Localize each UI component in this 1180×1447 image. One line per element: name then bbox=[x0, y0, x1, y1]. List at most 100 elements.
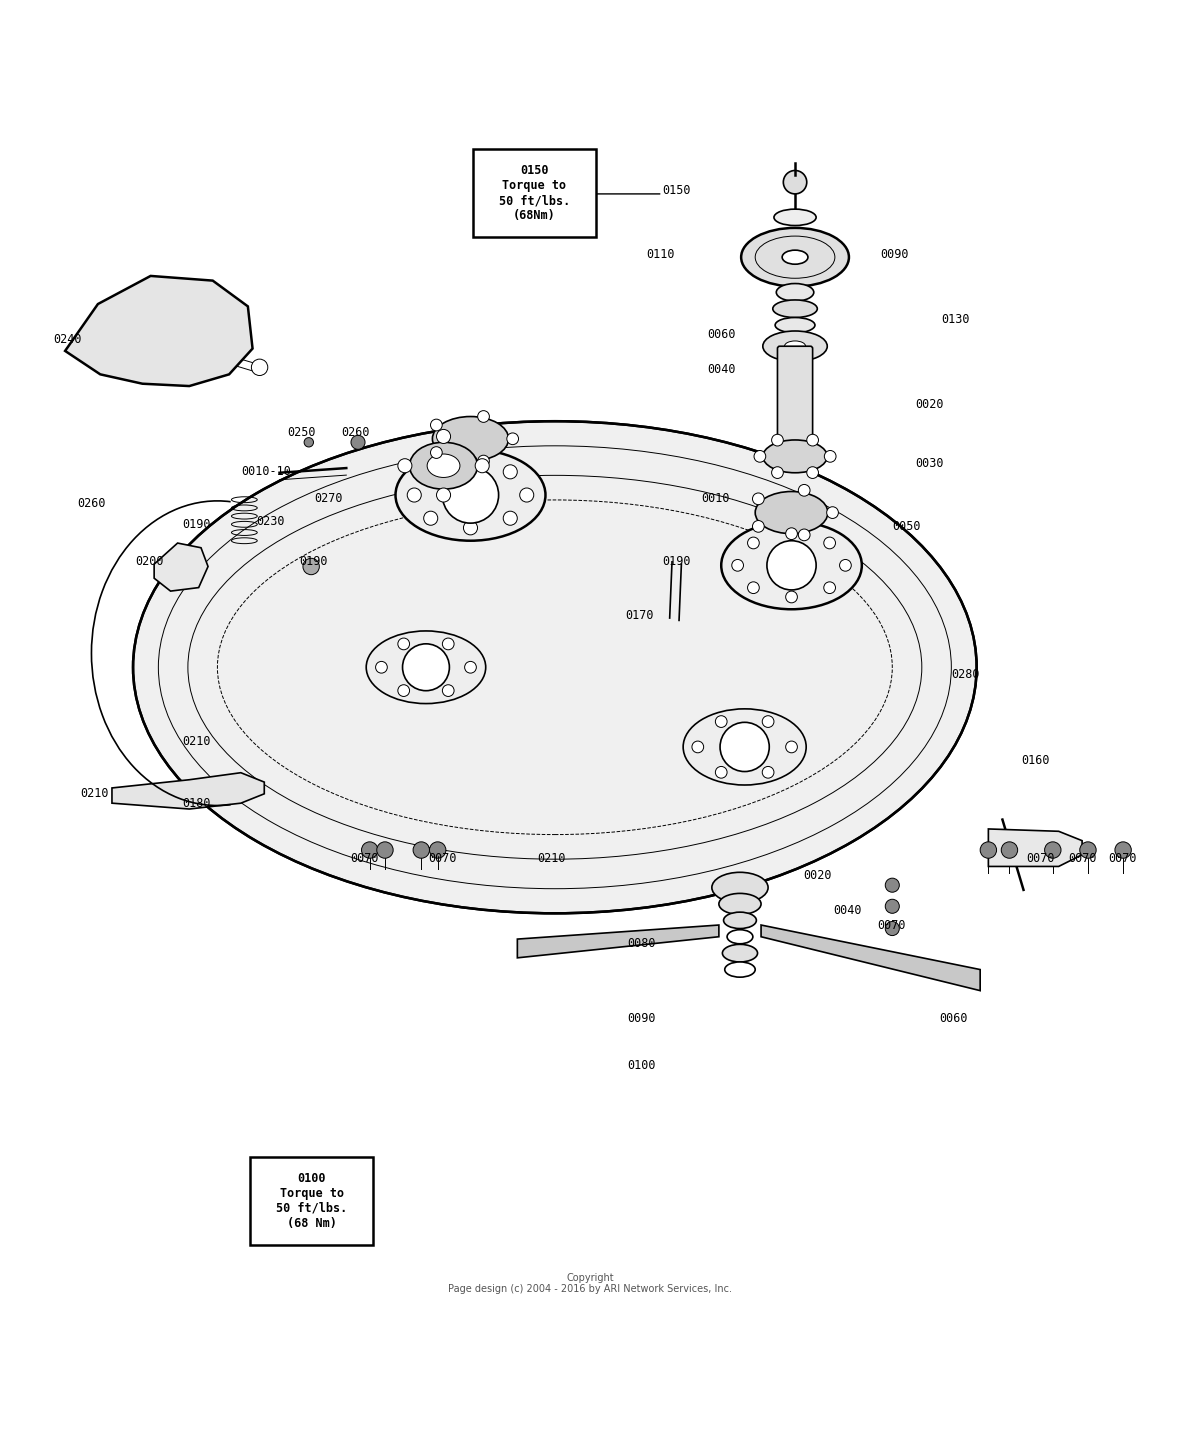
Circle shape bbox=[772, 467, 784, 479]
Circle shape bbox=[824, 582, 835, 593]
Text: 0020: 0020 bbox=[916, 398, 944, 411]
Circle shape bbox=[786, 528, 798, 540]
Circle shape bbox=[753, 493, 765, 505]
Circle shape bbox=[824, 537, 835, 548]
Text: 0270: 0270 bbox=[315, 492, 343, 505]
Text: 0180: 0180 bbox=[182, 797, 211, 810]
Ellipse shape bbox=[721, 521, 861, 609]
Text: 0260: 0260 bbox=[341, 427, 371, 440]
Circle shape bbox=[413, 842, 430, 858]
Circle shape bbox=[476, 459, 490, 473]
Text: 0010-10: 0010-10 bbox=[241, 464, 290, 478]
Text: 0090: 0090 bbox=[628, 1013, 656, 1026]
Text: 0070: 0070 bbox=[1025, 852, 1055, 865]
Text: 0190: 0190 bbox=[663, 556, 691, 569]
Circle shape bbox=[442, 467, 499, 524]
Ellipse shape bbox=[782, 250, 808, 265]
Ellipse shape bbox=[723, 912, 756, 929]
Circle shape bbox=[398, 638, 409, 650]
Circle shape bbox=[304, 437, 314, 447]
Ellipse shape bbox=[725, 962, 755, 977]
Text: 0160: 0160 bbox=[1021, 754, 1050, 767]
Text: 0190: 0190 bbox=[300, 556, 328, 569]
Text: 0060: 0060 bbox=[939, 1013, 968, 1026]
Ellipse shape bbox=[432, 417, 509, 462]
Ellipse shape bbox=[785, 341, 806, 352]
Circle shape bbox=[786, 592, 798, 603]
Circle shape bbox=[748, 537, 759, 548]
Text: 0040: 0040 bbox=[707, 363, 735, 376]
Text: 0070: 0070 bbox=[877, 919, 905, 932]
Circle shape bbox=[431, 447, 442, 459]
Circle shape bbox=[825, 450, 837, 462]
Circle shape bbox=[885, 922, 899, 936]
Text: 0100: 0100 bbox=[628, 1059, 656, 1072]
Text: 0070: 0070 bbox=[1068, 852, 1096, 865]
Text: 0010: 0010 bbox=[701, 492, 729, 505]
Circle shape bbox=[885, 878, 899, 893]
Circle shape bbox=[424, 464, 438, 479]
Text: 0150
Torque to
50 ft/lbs.
(68Nm): 0150 Torque to 50 ft/lbs. (68Nm) bbox=[499, 165, 570, 223]
Circle shape bbox=[407, 488, 421, 502]
Circle shape bbox=[786, 741, 798, 752]
Circle shape bbox=[839, 560, 851, 572]
Circle shape bbox=[767, 541, 817, 590]
FancyBboxPatch shape bbox=[250, 1158, 373, 1244]
Text: 0020: 0020 bbox=[804, 870, 832, 883]
Circle shape bbox=[398, 459, 412, 473]
Circle shape bbox=[827, 506, 839, 518]
Circle shape bbox=[715, 716, 727, 728]
Polygon shape bbox=[155, 543, 208, 592]
Ellipse shape bbox=[775, 317, 815, 333]
Text: 0210: 0210 bbox=[80, 787, 109, 800]
Circle shape bbox=[748, 582, 759, 593]
Polygon shape bbox=[65, 276, 253, 386]
Ellipse shape bbox=[722, 945, 758, 962]
Circle shape bbox=[437, 430, 451, 443]
Ellipse shape bbox=[762, 331, 827, 362]
Circle shape bbox=[715, 767, 727, 778]
Circle shape bbox=[303, 559, 320, 574]
Ellipse shape bbox=[683, 709, 806, 786]
Polygon shape bbox=[517, 925, 719, 958]
Text: 0040: 0040 bbox=[834, 904, 863, 917]
Text: 0110: 0110 bbox=[647, 249, 675, 262]
Circle shape bbox=[478, 411, 490, 423]
Circle shape bbox=[753, 521, 765, 532]
Circle shape bbox=[361, 842, 378, 858]
Text: 0280: 0280 bbox=[951, 667, 979, 680]
Text: Copyright
Page design (c) 2004 - 2016 by ARI Network Services, Inc.: Copyright Page design (c) 2004 - 2016 by… bbox=[448, 1273, 732, 1295]
Text: 0130: 0130 bbox=[942, 313, 970, 326]
Circle shape bbox=[398, 684, 409, 696]
FancyBboxPatch shape bbox=[473, 149, 596, 237]
Circle shape bbox=[465, 661, 477, 673]
Circle shape bbox=[981, 842, 997, 858]
Text: 0050: 0050 bbox=[892, 519, 920, 532]
Ellipse shape bbox=[727, 930, 753, 943]
Circle shape bbox=[1002, 842, 1017, 858]
Text: 0250: 0250 bbox=[288, 427, 316, 440]
Circle shape bbox=[464, 456, 478, 469]
Circle shape bbox=[503, 511, 517, 525]
Circle shape bbox=[1044, 842, 1061, 858]
Circle shape bbox=[350, 436, 365, 450]
Ellipse shape bbox=[773, 300, 818, 317]
Circle shape bbox=[732, 560, 743, 572]
Text: 0190: 0190 bbox=[182, 518, 211, 531]
Text: 0070: 0070 bbox=[428, 852, 457, 865]
Ellipse shape bbox=[133, 421, 977, 913]
Ellipse shape bbox=[712, 873, 768, 903]
Circle shape bbox=[376, 842, 393, 858]
Text: 0200: 0200 bbox=[136, 556, 164, 569]
Circle shape bbox=[431, 420, 442, 431]
Ellipse shape bbox=[774, 210, 817, 226]
Text: 0150: 0150 bbox=[663, 184, 691, 197]
Text: 0030: 0030 bbox=[916, 457, 944, 470]
Ellipse shape bbox=[427, 454, 460, 478]
Circle shape bbox=[691, 741, 703, 752]
Ellipse shape bbox=[755, 492, 828, 534]
Polygon shape bbox=[989, 829, 1082, 867]
Text: 0070: 0070 bbox=[1108, 852, 1136, 865]
Circle shape bbox=[762, 716, 774, 728]
Ellipse shape bbox=[719, 893, 761, 915]
